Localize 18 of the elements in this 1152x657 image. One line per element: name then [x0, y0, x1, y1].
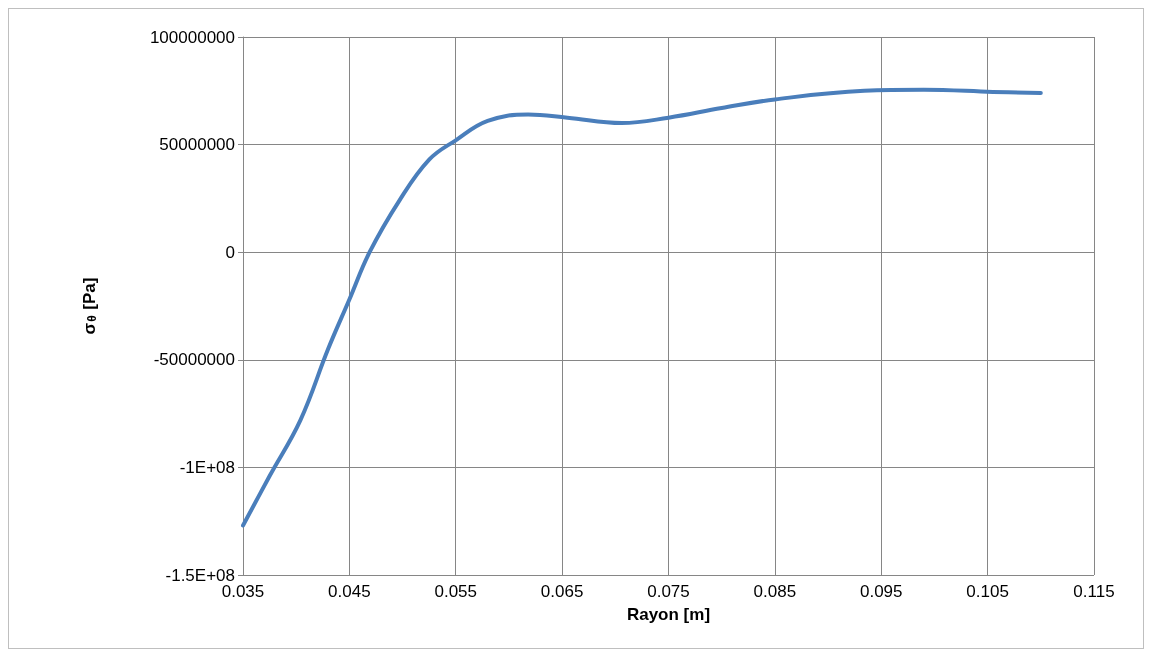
line-series — [241, 87, 1043, 528]
x-tick-label: 0.075 — [647, 582, 690, 601]
y-tick-label: 0 — [225, 242, 235, 262]
y-tick-label: 100000000 — [149, 27, 235, 47]
x-tick-label: 0.095 — [859, 582, 903, 601]
x-tick-label: 0.065 — [540, 582, 584, 601]
x-tick-label: 0.115 — [1073, 582, 1115, 601]
x-tick-label: 0.105 — [966, 582, 1009, 601]
x-tick-label: 0.085 — [753, 582, 797, 601]
y-tick-label: 50000000 — [159, 135, 235, 155]
x-tick-label: 0.035 — [221, 582, 265, 601]
x-tick-label: 0.045 — [328, 582, 371, 601]
x-axis-title: Rayon [m] — [626, 605, 711, 625]
y-tick-label: -1E+08 — [179, 457, 235, 477]
y-axis-title: σθ [Pa] — [80, 277, 99, 335]
y-tick-label: -50000000 — [153, 350, 235, 370]
y-tick-label: -1.5E+08 — [165, 565, 235, 585]
x-tick-label: 0.055 — [434, 582, 478, 601]
